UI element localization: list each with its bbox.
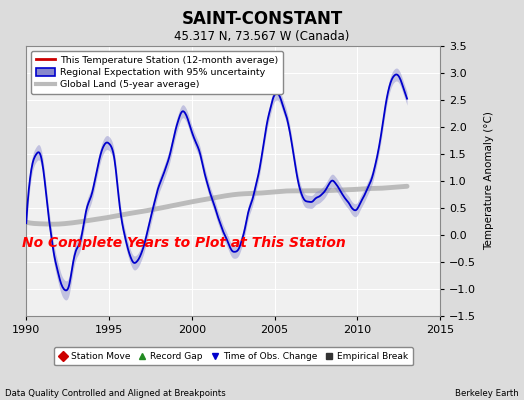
Text: 45.317 N, 73.567 W (Canada): 45.317 N, 73.567 W (Canada) [174,30,350,43]
Y-axis label: Temperature Anomaly (°C): Temperature Anomaly (°C) [485,112,495,250]
Text: Berkeley Earth: Berkeley Earth [455,389,519,398]
Legend: Station Move, Record Gap, Time of Obs. Change, Empirical Break: Station Move, Record Gap, Time of Obs. C… [54,348,412,366]
Text: Data Quality Controlled and Aligned at Breakpoints: Data Quality Controlled and Aligned at B… [5,389,226,398]
Text: SAINT-CONSTANT: SAINT-CONSTANT [181,10,343,28]
Text: No Complete Years to Plot at This Station: No Complete Years to Plot at This Statio… [21,236,345,250]
